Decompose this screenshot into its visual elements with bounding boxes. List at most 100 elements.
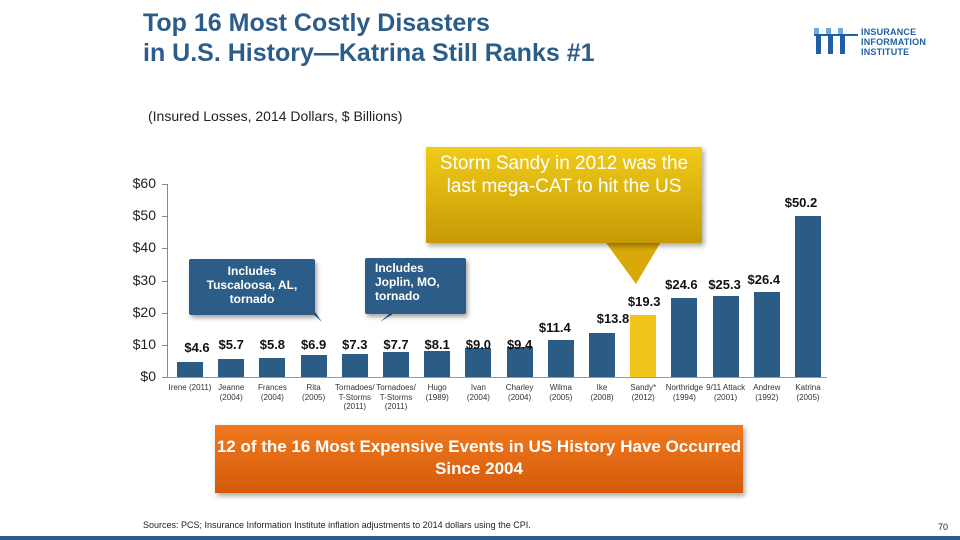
bar-7 [424, 350, 451, 377]
category-name: Rita [306, 383, 321, 392]
bar-10 [547, 340, 574, 377]
bar-16 [795, 215, 821, 377]
title-line-1: Top 16 Most Costly Disasters [143, 9, 490, 37]
bar-6 [383, 352, 409, 377]
bar-5 [341, 353, 368, 377]
y-tick-label: $0 [140, 368, 156, 384]
logo-line-3: INSTITUTE [861, 47, 910, 57]
page-number: 70 [938, 522, 949, 532]
bar-11 [589, 332, 615, 377]
title-line-2: in U.S. History—Katrina Still Ranks #1 [143, 39, 595, 67]
category-name: Jeanne [218, 383, 245, 392]
bar-9 [506, 346, 533, 377]
category-label-12: Sandy* (2012) [621, 383, 665, 402]
category-name: Hugo [427, 383, 447, 392]
value-label-12: $19.3 [627, 294, 661, 309]
y-tick-label: $20 [132, 303, 156, 320]
category-year: (2004) [219, 392, 243, 402]
category-label-6: Tornadoes/ T-Storms (2011) [374, 383, 418, 412]
category-label-15: Andrew (1992) [745, 383, 789, 402]
logo-line-2: INFORMATION [861, 37, 927, 47]
value-label-6: $7.7 [383, 337, 409, 352]
category-year: (2001) [714, 392, 738, 402]
category-year: (2008) [590, 392, 614, 402]
category-name: Andrew [753, 383, 781, 392]
category-name: Northridge [665, 383, 704, 392]
footer-bar [0, 536, 960, 540]
category-year: (2004) [466, 392, 490, 402]
y-tick-label: $30 [132, 271, 156, 288]
y-tick-mark [162, 184, 167, 185]
bar-13 [671, 297, 698, 377]
category-year: (2005) [302, 392, 326, 402]
category-label-5: Tornadoes/ T-Storms (2011) [333, 383, 377, 412]
category-label-3: Frances (2004) [250, 383, 294, 402]
value-label-8: $9.0 [465, 337, 492, 352]
category-label-8: Ivan (2004) [456, 383, 500, 402]
y-tick-label: $40 [132, 239, 156, 256]
y-tick-mark [162, 344, 167, 346]
category-label-4: Rita (2005) [292, 383, 336, 402]
category-year: (1994) [672, 392, 696, 402]
category-label-14: 9/11 Attack (2001) [704, 383, 748, 402]
joplin-callout: Includes Joplin, MO, tornado [365, 258, 466, 314]
tuscaloosa-callout: Includes Tuscaloosa, AL, tornado [189, 259, 315, 315]
category-name: Wilma [549, 383, 572, 392]
tuscaloosa-callout-text: Includes Tuscaloosa, AL, tornado [206, 264, 298, 306]
bar-4 [300, 354, 327, 377]
value-label-11: $13.8 [596, 311, 630, 326]
sandy-callout: Storm Sandy in 2012 was the last mega-CA… [426, 147, 702, 243]
category-label-10: Wilma (2005) [539, 383, 583, 402]
value-label-3: $5.8 [259, 337, 286, 352]
value-label-2: $5.7 [218, 337, 244, 352]
value-label-15: $26.4 [747, 272, 781, 287]
bar-12 [630, 314, 657, 377]
bar-1 [177, 362, 203, 377]
iii-logo: INSURANCE INFORMATION INSTITUTE [814, 24, 950, 60]
value-label-13: $24.6 [665, 277, 698, 292]
y-tick-mark [162, 312, 167, 314]
category-year: (2004) [508, 392, 532, 402]
category-label-1: Irene (2011) [168, 383, 212, 393]
sources-note: Sources: PCS; Insurance Information Inst… [143, 520, 531, 530]
category-name: Katrina [795, 383, 821, 392]
y-tick-mark [162, 216, 167, 218]
value-label-1: $4.6 [184, 340, 210, 355]
y-tick-mark [162, 377, 167, 378]
value-label-4: $6.9 [300, 337, 327, 352]
category-label-11: Ike (2008) [580, 383, 624, 402]
category-year: (2004) [260, 392, 284, 402]
category-name: Ivan [470, 383, 486, 392]
category-year: (1992) [755, 392, 779, 402]
category-year: (2012) [631, 392, 655, 402]
category-label-9: Charley (2004) [498, 383, 542, 402]
category-label-16: Katrina (2005) [786, 383, 830, 402]
x-axis-line [167, 377, 827, 378]
y-tick-label: $60 [132, 175, 156, 191]
y-axis-line [167, 184, 168, 377]
chart-subtitle: (Insured Losses, 2014 Dollars, $ Billion… [148, 108, 403, 124]
bar-14 [712, 295, 739, 377]
sandy-pointer [604, 240, 662, 284]
value-label-9: $9.4 [506, 337, 533, 352]
y-tick-label: $10 [132, 335, 156, 352]
category-year: (2005) [796, 392, 820, 402]
category-name: Irene (2011) [168, 383, 212, 392]
bar-3 [259, 358, 286, 377]
value-label-10: $11.4 [538, 320, 571, 335]
category-name: Charley [505, 383, 534, 392]
iii-logo-mark-icon [814, 28, 858, 54]
category-year: (2005) [549, 392, 573, 402]
category-name: 9/11 Attack [706, 383, 746, 392]
logo-line-1: INSURANCE [861, 27, 917, 37]
bar-8 [465, 348, 492, 377]
bottom-callout: 12 of the 16 Most Expensive Events in US… [215, 425, 743, 493]
category-label-2: Jeanne (2004) [209, 383, 253, 402]
category-name: Sandy* [630, 383, 657, 392]
category-name: Frances [257, 383, 287, 392]
joplin-callout-text: Includes Joplin, MO, tornado [375, 261, 440, 303]
category-label-7: Hugo (1989) [415, 383, 459, 402]
y-tick-label: $50 [132, 207, 156, 224]
value-label-5: $7.3 [342, 337, 368, 352]
y-tick-mark [162, 280, 167, 282]
